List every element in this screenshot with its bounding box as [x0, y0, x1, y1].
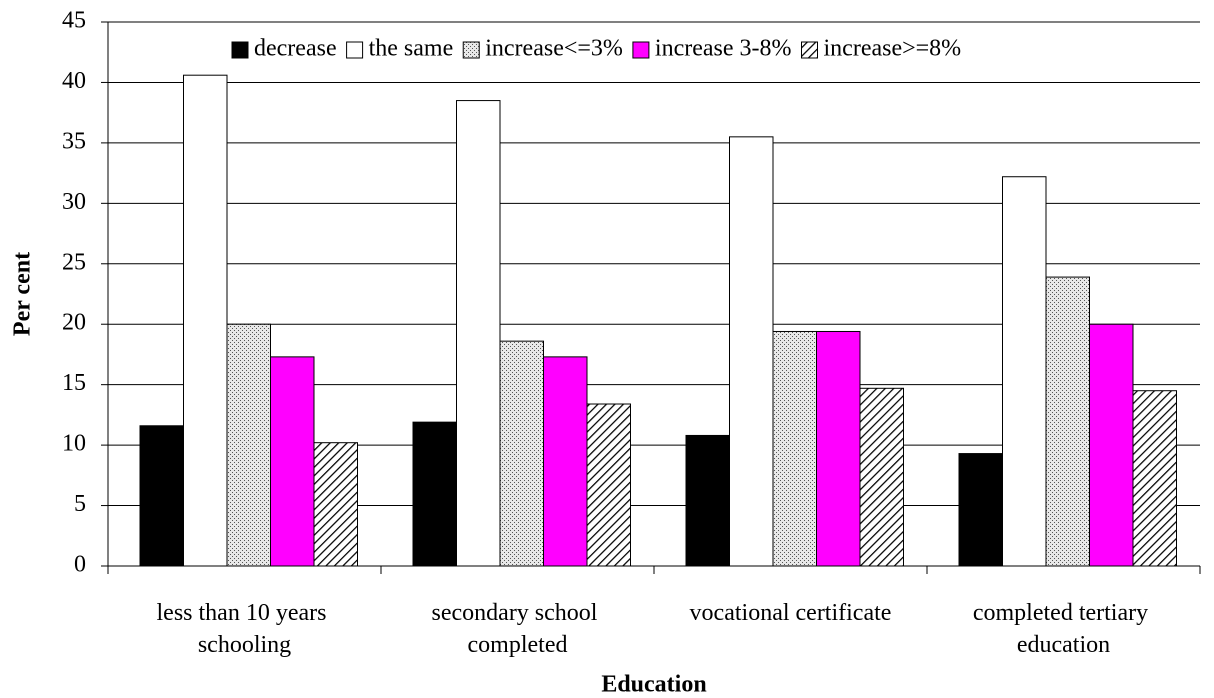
legend-swatch — [801, 41, 818, 59]
bar — [1089, 323, 1134, 567]
y-tick-label: 25 — [62, 249, 86, 275]
legend-label: increase 3-8% — [655, 36, 792, 62]
legend-swatch — [632, 41, 650, 59]
x-tick-label: completed tertiary education — [973, 600, 1154, 658]
bar — [816, 330, 861, 567]
y-tick-label: 30 — [62, 189, 86, 215]
legend-swatch — [462, 41, 480, 59]
bar — [958, 453, 1003, 567]
legend-swatch — [346, 41, 364, 59]
bar — [412, 421, 457, 567]
bar — [543, 356, 588, 567]
y-tick-label: 0 — [74, 552, 86, 578]
legend-label: increase>=8% — [824, 36, 962, 62]
legend-label: increase<=3% — [485, 36, 623, 62]
bar — [685, 434, 730, 567]
bar — [1045, 276, 1090, 567]
x-tick-label: vocational certificate — [690, 600, 892, 626]
bar — [1002, 176, 1047, 567]
y-tick-label: 15 — [62, 370, 86, 396]
legend-label: decrease — [254, 36, 337, 62]
bar — [729, 136, 774, 567]
y-tick-label: 45 — [62, 8, 86, 34]
bar — [183, 74, 228, 567]
bar — [313, 442, 358, 567]
bar — [1132, 390, 1177, 567]
bar — [270, 356, 315, 567]
bar — [499, 340, 544, 567]
y-axis-label: Per cent — [10, 252, 36, 336]
y-tick-label: 5 — [74, 491, 86, 517]
bar — [772, 330, 817, 567]
bar — [586, 403, 631, 567]
y-tick-label: 10 — [62, 431, 86, 457]
bar — [859, 387, 904, 567]
legend-swatch — [231, 41, 249, 59]
y-tick-label: 20 — [62, 310, 86, 336]
x-tick-label: secondary school completed — [432, 600, 604, 658]
y-tick-label: 40 — [62, 68, 86, 94]
y-tick-label: 35 — [62, 128, 86, 154]
bar — [226, 323, 271, 567]
x-tick-label: less than 10 years schooling — [157, 600, 333, 658]
x-axis-label: Education — [601, 672, 706, 698]
bar — [456, 100, 501, 567]
bar — [139, 425, 184, 567]
legend-label: the same — [369, 36, 454, 62]
